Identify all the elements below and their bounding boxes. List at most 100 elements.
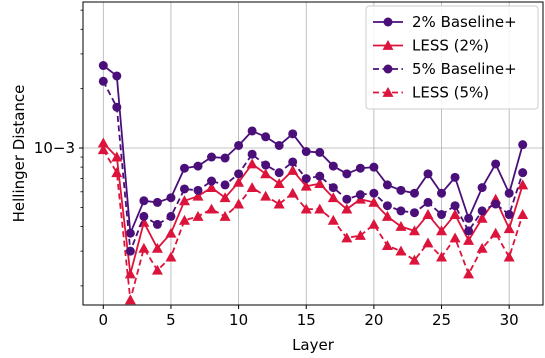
data-point [301,174,311,184]
data-point [260,168,272,179]
plot-frame [82,1,544,306]
data-point [476,242,488,253]
data-point [355,190,365,200]
data-point [463,268,475,279]
data-point [274,168,284,178]
legend-label: 2% Baseline+ [412,13,517,31]
y-tick-label: 10−3 [34,139,75,157]
data-point [112,102,122,112]
data-point [166,211,176,221]
data-point [437,210,447,220]
data-point [464,213,474,223]
legend-entry: 2% Baseline+ [373,13,517,31]
data-point [192,190,204,201]
data-point [450,201,460,211]
data-point [261,132,271,142]
data-point [504,188,514,198]
data-point [166,193,176,203]
data-point [436,251,448,262]
data-point [207,176,217,186]
data-point [315,171,325,181]
data-point [314,178,326,189]
data-point [449,209,461,219]
data-point [124,268,136,279]
data-point [219,192,231,203]
data-point [518,168,528,178]
data-point [125,246,135,256]
data-point [395,221,407,231]
data-point [436,225,448,236]
data-point [517,209,529,219]
data-point [206,182,218,193]
data-point [261,160,271,170]
legend-marker [383,64,393,74]
data-point [206,203,218,214]
data-point [408,225,420,236]
data-point [381,240,393,251]
data-point [193,161,203,171]
data-point [125,228,135,238]
data-point [477,206,487,216]
data-point [449,232,461,243]
data-point [287,187,299,198]
x-tick-label: 20 [364,311,383,329]
data-point [423,169,433,179]
x-tick-label: 25 [432,311,451,329]
data-point [382,201,392,211]
data-point [422,209,434,219]
data-point [247,126,257,136]
data-point [139,211,149,221]
data-point [112,71,122,81]
legend-entry: 5% Baseline+ [373,60,517,78]
data-point [98,76,108,86]
data-point [342,169,352,179]
data-point [220,180,230,190]
x-axis-label: Layer [292,336,335,354]
data-point [518,140,528,150]
data-point [165,251,177,262]
legend: 2% Baseline+ LESS (2%) 5% Baseline+ LESS (5… [365,5,539,110]
data-point [409,188,419,198]
data-point [464,226,474,236]
data-point [491,199,501,209]
legend-label: LESS (5%) [412,84,489,102]
data-point [234,169,244,179]
data-point [151,242,163,253]
legend-label: LESS (2%) [412,37,489,55]
data-point [300,180,312,191]
data-point [98,61,108,71]
data-point [477,183,487,193]
x-tick-label: 15 [297,311,316,329]
data-point [247,149,257,159]
data-point [341,203,353,214]
data-point [327,214,339,225]
data-point [327,192,339,203]
data-point [314,203,326,214]
data-point [504,210,514,220]
data-point [396,185,406,195]
data-point [124,294,136,305]
data-point [207,152,217,162]
data-point [152,219,162,229]
y-axis-label: Hellinger Distance [10,85,28,223]
legend-frame [365,5,539,110]
series-layer [97,61,529,305]
data-point [192,210,204,221]
data-point [368,218,380,229]
data-point [151,264,163,275]
series-2 [97,137,529,279]
data-point [395,245,407,256]
data-point [193,185,203,195]
data-point [219,210,231,221]
data-point [491,159,501,169]
data-point [503,223,515,234]
data-point [517,179,529,190]
data-point [450,172,460,182]
data-point [328,183,338,193]
data-point [328,161,338,171]
data-point [368,196,380,207]
data-point [111,151,123,162]
x-tick-label: 30 [500,311,519,329]
data-point [342,194,352,204]
data-point [382,180,392,190]
